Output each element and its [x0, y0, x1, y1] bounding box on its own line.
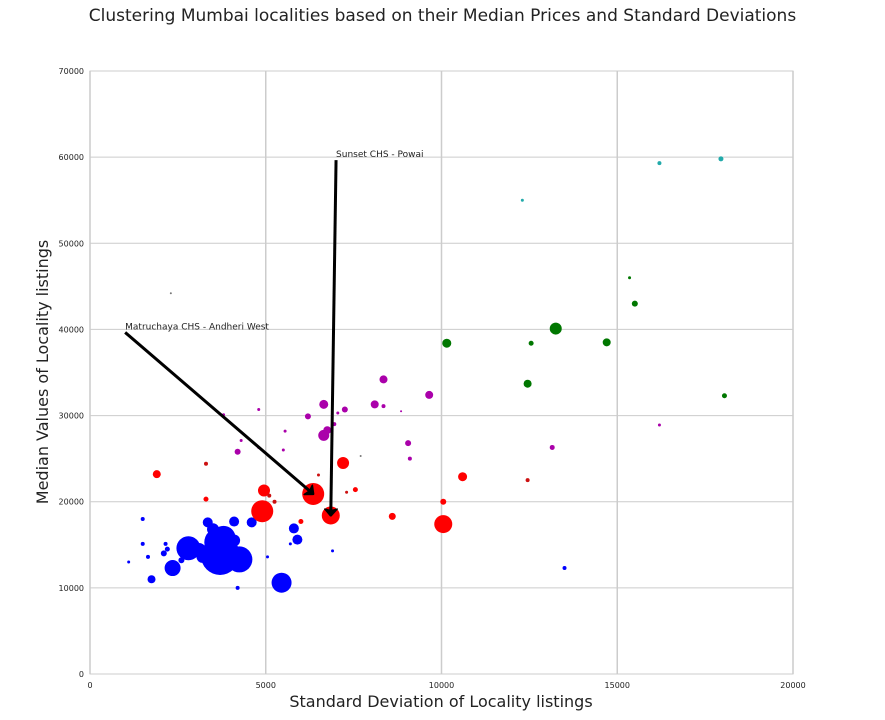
data-point — [164, 546, 170, 552]
data-point — [381, 404, 386, 409]
data-point — [288, 523, 299, 534]
y-tick-label: 60000 — [59, 153, 84, 162]
data-point — [164, 560, 181, 577]
data-point — [718, 156, 724, 162]
data-point — [257, 408, 261, 412]
data-point — [379, 375, 388, 384]
data-point — [246, 517, 257, 528]
data-point — [400, 410, 403, 413]
data-point — [345, 490, 349, 494]
data-point — [631, 300, 638, 307]
data-point — [352, 487, 358, 493]
data-point — [425, 390, 434, 399]
data-point — [228, 534, 241, 547]
data-point — [602, 338, 611, 347]
data-point — [271, 572, 292, 593]
x-tick-label: 10000 — [429, 681, 454, 690]
data-point — [434, 515, 453, 534]
y-tick-label: 10000 — [59, 584, 84, 593]
data-point — [266, 555, 270, 559]
data-point — [549, 322, 562, 335]
data-point — [163, 541, 168, 546]
data-point — [525, 478, 530, 483]
data-point — [336, 411, 340, 415]
data-point — [235, 585, 240, 590]
data-point — [251, 500, 274, 523]
data-point — [359, 455, 362, 458]
data-point — [520, 198, 524, 202]
data-point — [203, 496, 209, 502]
data-point — [147, 575, 156, 584]
data-point — [657, 161, 662, 166]
data-point — [145, 554, 150, 559]
y-tick-label: 30000 — [59, 412, 84, 421]
data-point — [405, 440, 412, 447]
y-axis-label: Median Values of Locality listings — [33, 240, 52, 504]
y-tick-label: 50000 — [59, 239, 84, 248]
x-tick-label: 0 — [87, 681, 92, 690]
data-point — [267, 493, 272, 498]
data-point — [319, 399, 329, 409]
data-point — [628, 276, 632, 280]
data-point — [298, 519, 304, 525]
data-point — [283, 429, 287, 433]
data-point — [523, 379, 532, 388]
data-point — [304, 413, 311, 420]
annotation-arrow — [331, 160, 336, 515]
data-point — [229, 516, 240, 527]
data-point — [549, 444, 555, 450]
data-point — [203, 461, 208, 466]
data-point — [288, 542, 292, 546]
x-axis-label: Standard Deviation of Locality listings — [289, 692, 592, 711]
annotation-arrow — [124, 331, 313, 494]
x-tick-label: 20000 — [780, 681, 805, 690]
data-point — [331, 549, 335, 553]
y-tick-label: 40000 — [59, 325, 84, 334]
data-point — [721, 393, 727, 399]
data-point — [281, 448, 285, 452]
data-point — [127, 560, 131, 564]
data-point — [442, 338, 452, 348]
annotation-label: Sunset CHS - Powai — [336, 150, 423, 160]
x-tick-label: 5000 — [256, 681, 276, 690]
data-point — [341, 406, 348, 413]
data-point — [458, 472, 468, 482]
data-point — [234, 448, 241, 455]
data-point — [370, 400, 379, 409]
data-point — [257, 484, 270, 497]
data-point — [140, 516, 145, 521]
plot-frame — [89, 70, 794, 675]
tick-labels: 0 5000 10000 15000 20000 0 10000 20000 30000 4000… — [59, 67, 806, 690]
grid — [89, 70, 794, 675]
y-tick-label: 20000 — [59, 498, 84, 507]
data-point — [152, 470, 161, 479]
data-point — [337, 456, 350, 469]
annotations: Sunset CHS - Powai Matruchaya CHS - Andhe… — [124, 150, 424, 515]
x-tick-label: 15000 — [605, 681, 630, 690]
data-point — [160, 550, 167, 557]
data-point — [388, 512, 396, 520]
data-points — [127, 156, 727, 593]
data-point — [226, 546, 253, 573]
y-tick-label: 0 — [79, 670, 84, 679]
y-tick-label: 70000 — [59, 67, 84, 76]
data-point — [323, 426, 332, 435]
data-point — [528, 340, 534, 346]
data-point — [407, 456, 412, 461]
data-point — [292, 534, 303, 545]
chart-title: Clustering Mumbai localities based on th… — [88, 6, 797, 26]
data-point — [440, 498, 447, 505]
data-point — [272, 499, 277, 504]
data-point — [169, 292, 172, 295]
data-point — [657, 423, 661, 427]
data-point — [239, 439, 243, 443]
data-point — [140, 541, 145, 546]
annotation-label: Matruchaya CHS - Andheri West — [125, 322, 269, 332]
data-point — [562, 566, 567, 571]
data-point — [316, 473, 320, 477]
